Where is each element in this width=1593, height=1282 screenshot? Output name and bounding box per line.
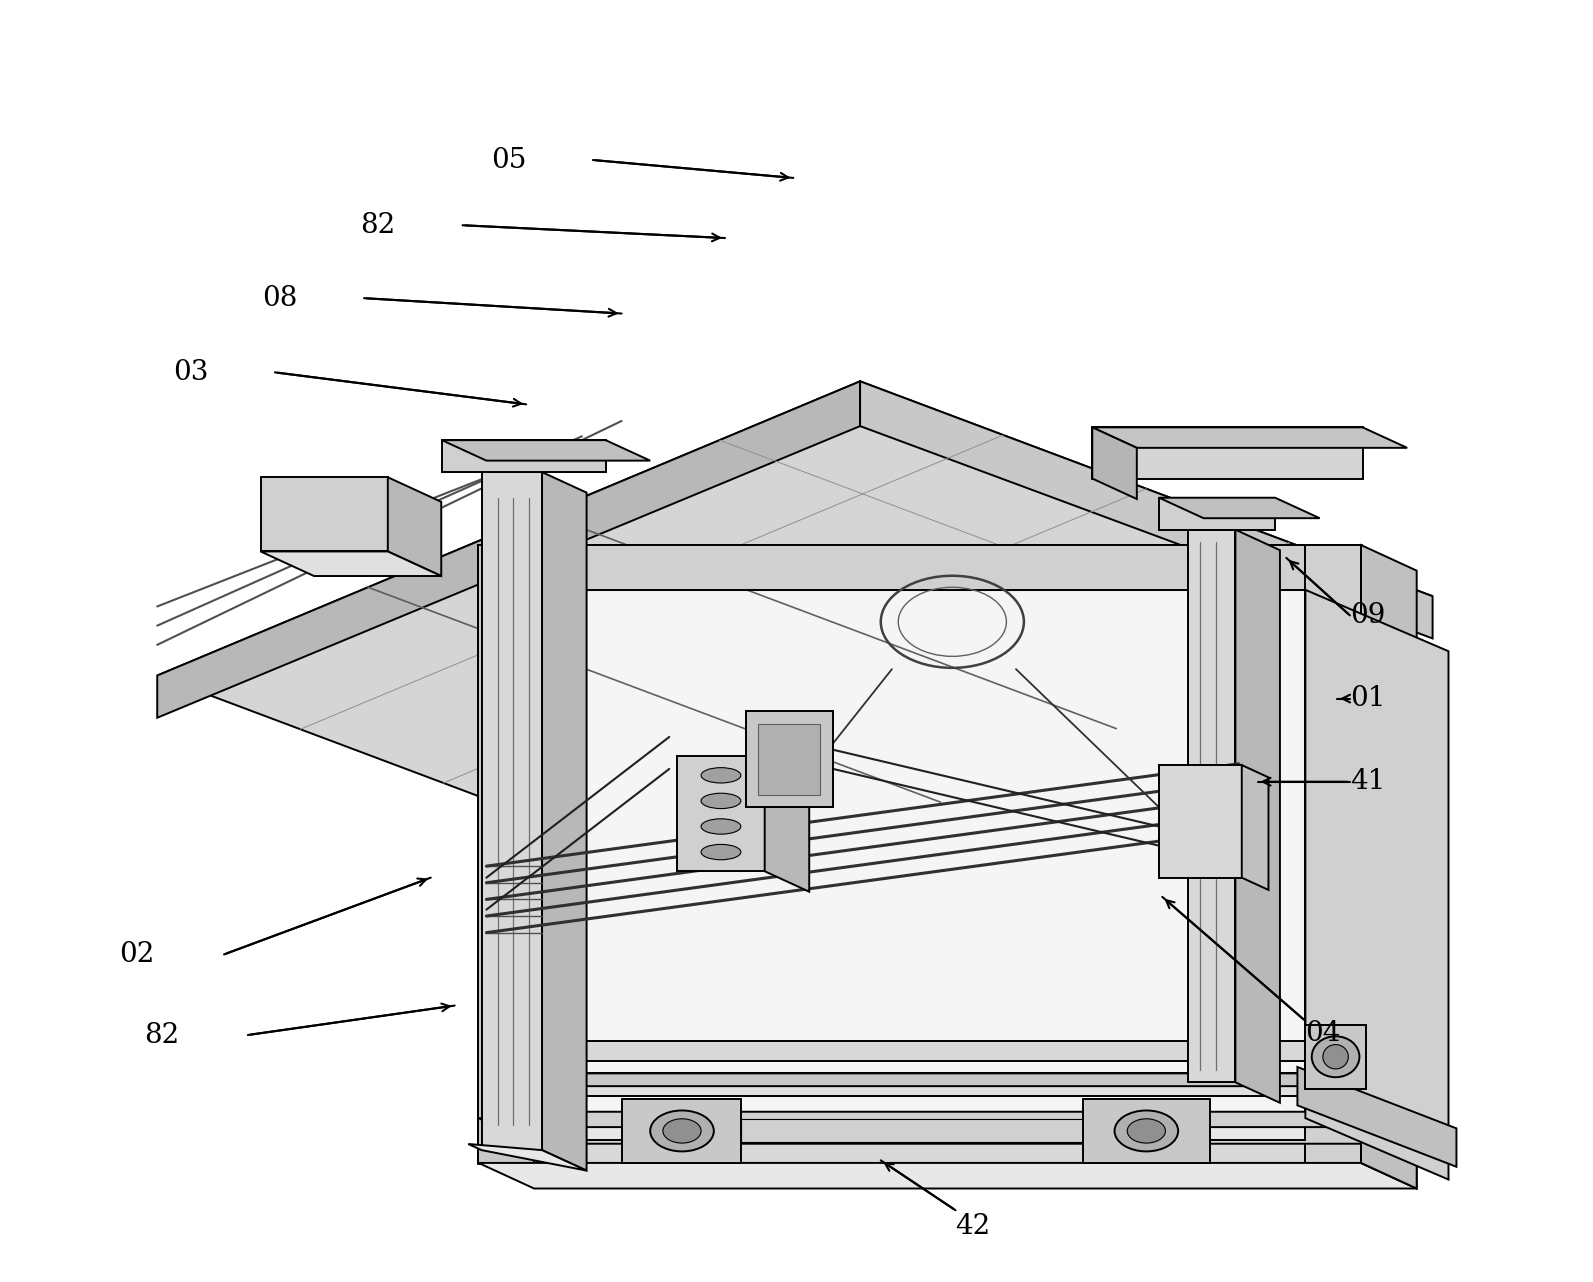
Polygon shape: [158, 381, 860, 718]
Ellipse shape: [701, 768, 741, 783]
Polygon shape: [1093, 427, 1362, 478]
Polygon shape: [1188, 529, 1236, 1082]
Polygon shape: [478, 545, 1360, 590]
Text: 82: 82: [145, 1022, 180, 1049]
Text: 04: 04: [1305, 1020, 1341, 1047]
Polygon shape: [158, 381, 1432, 891]
Text: 41: 41: [1349, 768, 1386, 795]
Ellipse shape: [650, 1110, 714, 1151]
Polygon shape: [765, 756, 809, 892]
Polygon shape: [1093, 427, 1137, 499]
Polygon shape: [534, 1111, 1338, 1127]
Text: 08: 08: [261, 285, 298, 312]
Ellipse shape: [1322, 1045, 1348, 1069]
Ellipse shape: [701, 794, 741, 809]
Polygon shape: [534, 1073, 1305, 1096]
Polygon shape: [1160, 497, 1319, 518]
Ellipse shape: [701, 819, 741, 835]
Ellipse shape: [701, 845, 741, 860]
Polygon shape: [1243, 765, 1268, 890]
Polygon shape: [534, 590, 1305, 1118]
Text: 05: 05: [491, 146, 526, 173]
Polygon shape: [1305, 590, 1448, 1179]
Polygon shape: [1083, 1099, 1211, 1163]
Polygon shape: [478, 1118, 1416, 1144]
Polygon shape: [1160, 765, 1243, 878]
Polygon shape: [534, 1111, 1305, 1140]
Polygon shape: [534, 1041, 1305, 1060]
Polygon shape: [1305, 1024, 1365, 1088]
Polygon shape: [1297, 1067, 1456, 1167]
Polygon shape: [741, 1119, 1083, 1142]
Polygon shape: [468, 1144, 586, 1170]
Polygon shape: [481, 472, 542, 1150]
Ellipse shape: [663, 1119, 701, 1144]
Polygon shape: [441, 440, 605, 472]
Ellipse shape: [1128, 1119, 1166, 1144]
Polygon shape: [621, 1099, 741, 1163]
Polygon shape: [1160, 497, 1274, 529]
Ellipse shape: [1115, 1110, 1179, 1151]
Polygon shape: [478, 1118, 1360, 1163]
Polygon shape: [478, 545, 534, 1163]
Polygon shape: [746, 712, 833, 808]
Polygon shape: [1360, 545, 1416, 1188]
Text: 02: 02: [118, 941, 155, 968]
Text: 09: 09: [1349, 603, 1386, 629]
Polygon shape: [860, 381, 1432, 638]
Polygon shape: [1360, 1118, 1416, 1188]
Polygon shape: [387, 477, 441, 576]
Polygon shape: [677, 756, 765, 872]
Text: 42: 42: [956, 1213, 991, 1241]
Text: 03: 03: [172, 359, 209, 386]
Polygon shape: [1093, 427, 1407, 447]
Polygon shape: [478, 1163, 1416, 1188]
Polygon shape: [261, 477, 387, 551]
Polygon shape: [1236, 529, 1279, 1103]
Polygon shape: [758, 724, 820, 795]
Polygon shape: [534, 1073, 1333, 1086]
Polygon shape: [1305, 545, 1360, 1163]
Polygon shape: [261, 551, 441, 576]
Text: 82: 82: [360, 212, 395, 238]
Text: 01: 01: [1349, 685, 1386, 712]
Ellipse shape: [1311, 1036, 1359, 1077]
Polygon shape: [542, 472, 586, 1170]
Polygon shape: [478, 545, 1360, 1163]
Polygon shape: [441, 440, 650, 460]
